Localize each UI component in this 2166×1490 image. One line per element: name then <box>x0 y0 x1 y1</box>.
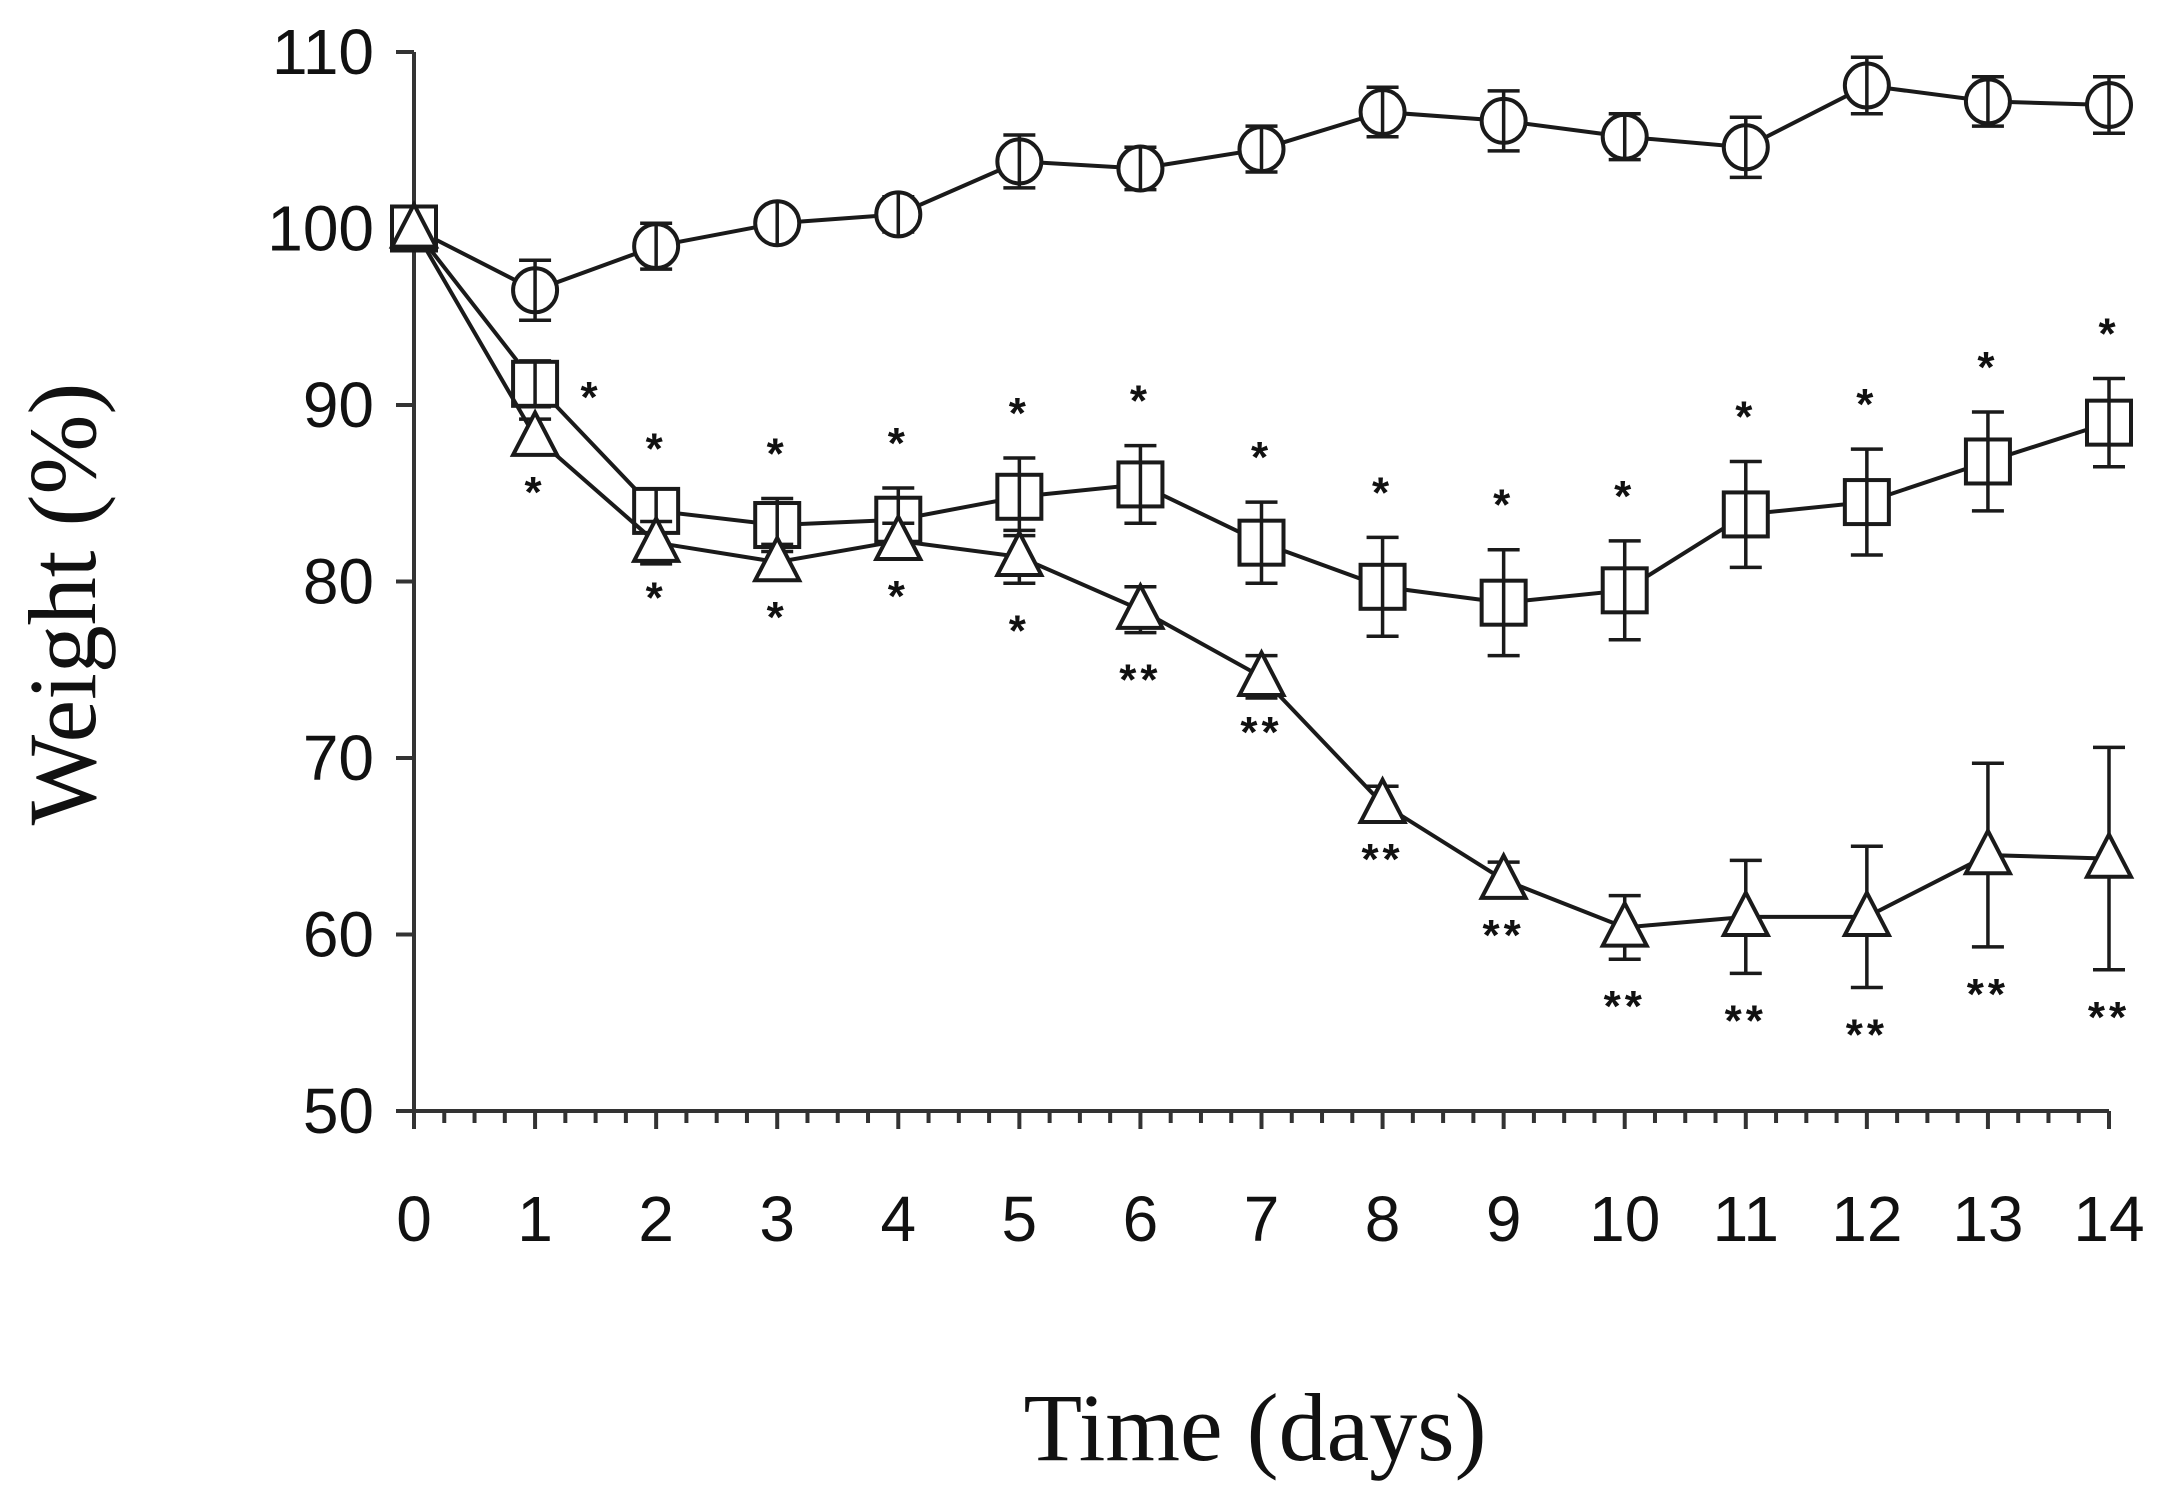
x-tick-label: 4 <box>880 1183 916 1255</box>
x-tick-label: 13 <box>1952 1183 2023 1255</box>
x-tick-label: 6 <box>1123 1183 1159 1255</box>
triangle-marker <box>1115 581 1166 630</box>
significance-mark: * <box>581 373 602 422</box>
x-tick-label: 5 <box>1002 1183 1038 1255</box>
y-tick-label: 60 <box>303 899 374 971</box>
significance-mark: ** <box>1361 835 1403 884</box>
significance-mark: * <box>646 574 667 623</box>
significance-mark: * <box>767 430 788 479</box>
y-tick-label: 80 <box>303 546 374 618</box>
y-tick-label: 110 <box>272 16 374 88</box>
significance-mark: ** <box>1846 1010 1888 1059</box>
significance-mark: * <box>1009 389 1030 438</box>
y-tick-label: 100 <box>267 193 374 265</box>
triangle-marker <box>1478 851 1529 900</box>
x-tick-label: 7 <box>1244 1183 1280 1255</box>
significance-mark: ** <box>2088 993 2130 1042</box>
significance-mark: * <box>1977 343 1998 392</box>
x-tick-label: 1 <box>517 1183 553 1255</box>
significance-mark: ** <box>1604 982 1646 1031</box>
x-tick-label: 10 <box>1589 1183 1660 1255</box>
significance-mark: * <box>1130 377 1151 426</box>
y-tick-label: 70 <box>303 722 374 794</box>
significance-mark: ** <box>1967 970 2009 1019</box>
triangle-marker <box>1236 648 1287 697</box>
triangle-marker <box>388 199 440 249</box>
significance-mark: * <box>1856 380 1877 429</box>
significance-mark: * <box>2098 310 2119 359</box>
significance-mark: * <box>1614 472 1635 521</box>
series-square <box>390 204 2133 658</box>
triangle-marker <box>509 408 561 457</box>
significance-mark: ** <box>1240 708 1282 757</box>
x-axis-title: Time (days) <box>1023 1374 1486 1481</box>
significance-mark: * <box>1735 392 1756 441</box>
x-tick-label: 11 <box>1713 1183 1779 1255</box>
significance-mark: ** <box>1725 996 1767 1045</box>
significance-mark: * <box>767 593 788 642</box>
significance-mark: * <box>1372 468 1393 517</box>
x-tick-label: 2 <box>638 1183 674 1255</box>
triangle-marker <box>1841 888 1893 937</box>
series-triangle <box>388 199 2135 990</box>
significance-mark: * <box>888 419 909 468</box>
significance-mark: ** <box>1483 911 1525 960</box>
triangle-marker <box>1720 888 1772 937</box>
significance-mark: * <box>1493 481 1514 530</box>
y-tick-label: 50 <box>303 1075 374 1147</box>
significance-mark: * <box>646 424 667 473</box>
x-tick-label: 12 <box>1831 1183 1902 1255</box>
triangle-marker <box>751 533 803 583</box>
significance-mark: * <box>1251 433 1272 482</box>
series-layer <box>388 55 2135 990</box>
triangle-marker <box>994 528 1045 577</box>
triangle-marker <box>1357 775 1408 825</box>
y-tick-label: 90 <box>303 369 374 441</box>
significance-mark: ** <box>1119 656 1161 705</box>
significance-mark: * <box>525 468 546 517</box>
triangle-marker <box>1962 826 2014 876</box>
x-tick-label: 3 <box>759 1183 795 1255</box>
y-axis-title: Weight (%) <box>9 383 116 826</box>
triangle-marker <box>1599 898 1651 948</box>
significance-layer: ** * ** *** * ** ***** * ************ ** **** ** <box>525 310 2130 1060</box>
x-tick-label: 0 <box>396 1183 432 1255</box>
series-circle <box>390 55 2133 323</box>
triangle-marker <box>872 512 924 562</box>
triangle-marker <box>630 514 682 563</box>
significance-mark: * <box>1009 606 1030 655</box>
significance-mark: * <box>888 572 909 621</box>
x-tick-label: 14 <box>2073 1183 2144 1255</box>
x-tick-label: 8 <box>1365 1183 1401 1255</box>
x-tick-label: 9 <box>1486 1183 1522 1255</box>
triangle-marker <box>2083 830 2135 879</box>
